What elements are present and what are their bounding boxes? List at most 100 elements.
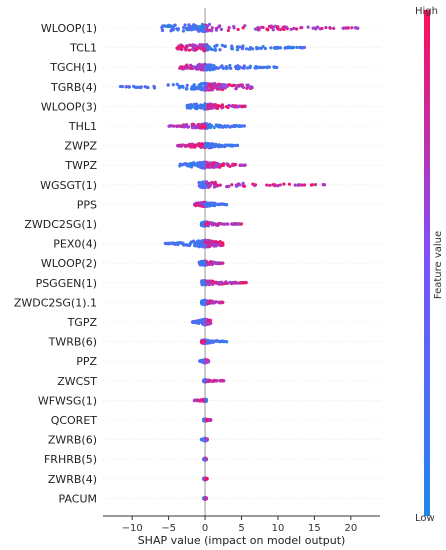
- shap-point: [227, 25, 231, 30]
- shap-point: [237, 124, 241, 128]
- shap-point: [191, 239, 196, 243]
- shap-point: [265, 65, 269, 69]
- feature-label: ZWCST: [57, 375, 97, 388]
- shap-point: [244, 47, 249, 51]
- shap-point: [215, 87, 219, 91]
- x-tick-label: 10: [272, 523, 285, 534]
- shap-point: [189, 145, 193, 149]
- shap-point: [207, 282, 211, 286]
- shap-point: [242, 184, 247, 188]
- shap-point: [209, 145, 214, 150]
- shap-point: [206, 243, 210, 247]
- shap-point: [227, 103, 231, 107]
- shap-point: [210, 260, 214, 264]
- shap-point: [215, 124, 220, 128]
- feature-label: PPZ: [76, 355, 97, 368]
- shap-point: [199, 359, 203, 363]
- shap-point: [196, 67, 200, 71]
- shap-point: [208, 203, 212, 208]
- feature-label: WFWSG(1): [38, 394, 97, 407]
- shap-point: [217, 144, 221, 148]
- feature-label: PPS: [77, 198, 97, 211]
- shap-point: [215, 379, 219, 383]
- shap-point: [243, 104, 247, 109]
- shap-point: [214, 281, 218, 285]
- shap-point: [234, 184, 239, 188]
- shap-point: [218, 261, 222, 265]
- shap-point: [167, 124, 171, 128]
- shap-point: [273, 24, 278, 28]
- shap-point: [179, 47, 183, 51]
- shap-point: [181, 123, 186, 127]
- shap-point: [199, 83, 203, 88]
- shap-point: [240, 47, 245, 51]
- shap-point: [183, 143, 187, 147]
- shap-point: [212, 203, 217, 208]
- shap-point: [201, 398, 205, 402]
- shap-point: [292, 26, 296, 30]
- shap-point: [300, 183, 305, 187]
- shap-point: [296, 183, 301, 187]
- shap-point: [204, 437, 209, 441]
- shap-point: [201, 437, 205, 442]
- shap-point: [276, 184, 280, 188]
- shap-point: [242, 280, 247, 285]
- shap-point: [242, 124, 246, 128]
- shap-point: [212, 67, 216, 71]
- shap-point: [218, 48, 222, 52]
- shap-point: [204, 398, 208, 402]
- shap-point: [146, 85, 150, 90]
- shap-point: [218, 163, 222, 167]
- shap-point: [166, 24, 170, 29]
- shap-point: [171, 83, 175, 87]
- feature-rows: WLOOP(1) TCL1 TGCH(1) TGRB(4) WLOOP(3) THL1 ZW…: [14, 8, 380, 516]
- shap-point: [135, 85, 139, 90]
- shap-point: [218, 240, 222, 244]
- shap-point: [206, 262, 210, 266]
- shap-point: [259, 25, 263, 29]
- shap-point: [219, 27, 223, 31]
- shap-point: [281, 25, 285, 30]
- shap-point: [217, 25, 221, 29]
- shap-point: [200, 142, 204, 146]
- shap-point: [226, 28, 230, 33]
- shap-point: [293, 183, 297, 187]
- shap-point: [259, 46, 264, 50]
- shap-point: [239, 83, 243, 87]
- shap-point: [120, 84, 124, 89]
- shap-point: [234, 65, 239, 70]
- shap-point: [189, 103, 193, 107]
- shap-point: [212, 185, 217, 189]
- colorbar-low-label: Low: [415, 513, 435, 524]
- shap-point: [214, 28, 219, 32]
- shap-point: [205, 29, 210, 33]
- shap-point: [203, 161, 207, 165]
- shap-point: [182, 25, 186, 30]
- shap-point: [248, 64, 252, 68]
- shap-point: [300, 46, 305, 50]
- shap-point: [230, 46, 234, 51]
- feature-label: ZWRB(4): [48, 473, 97, 486]
- shap-point: [191, 320, 195, 324]
- shap-point: [248, 45, 253, 50]
- shap-point: [202, 245, 206, 249]
- shap-point: [203, 240, 207, 244]
- x-axis: SHAP value (impact on model output) −10 −…: [103, 515, 380, 547]
- shap-point: [185, 103, 189, 108]
- shap-point: [255, 66, 259, 70]
- shap-point: [283, 46, 287, 50]
- shap-point: [218, 243, 223, 248]
- shap-point: [220, 105, 225, 109]
- shap-point: [238, 163, 242, 167]
- feature-label: TWPZ: [64, 159, 97, 172]
- shap-point: [253, 27, 258, 31]
- shap-point: [204, 142, 208, 147]
- shap-point: [185, 26, 189, 30]
- shap-point: [197, 161, 201, 166]
- shap-point: [212, 161, 216, 165]
- shap-point: [188, 26, 192, 30]
- shap-point: [267, 24, 272, 29]
- shap-point: [198, 25, 202, 29]
- shap-point: [228, 280, 232, 284]
- shap-point: [200, 86, 204, 90]
